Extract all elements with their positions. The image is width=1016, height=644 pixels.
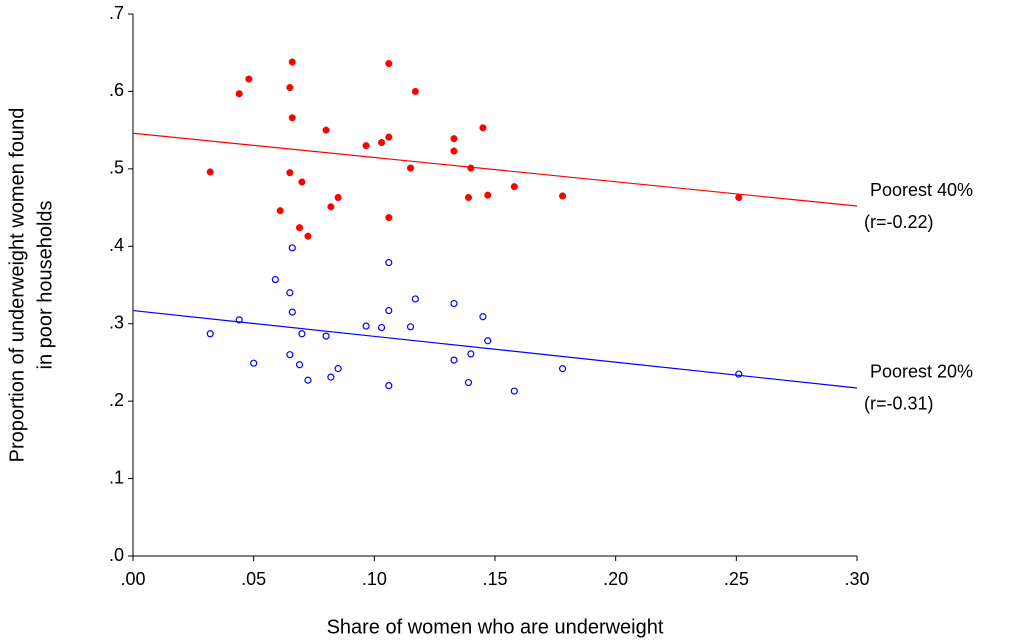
point [286,169,294,177]
y-tick-label: .2 [109,390,124,410]
point [286,84,294,92]
point [735,193,743,202]
point [362,322,370,330]
x-tick-label: .10 [362,569,387,589]
point [235,316,243,324]
point [510,183,518,191]
point [385,306,393,315]
point [385,60,393,68]
point [735,370,743,378]
y-tick-label: .4 [109,235,124,255]
point [406,323,415,331]
point [286,351,294,359]
x-tick-label: .30 [844,569,869,589]
point [385,382,393,390]
point [288,58,296,66]
point [484,337,492,345]
point [377,323,386,332]
annotation: Poorest 20% [870,362,973,382]
annotation: Poorest 40% [870,180,973,200]
y-tick-label: .5 [109,158,124,178]
point [479,313,487,321]
point [362,142,370,150]
y-axis-label: in poor households [34,200,56,369]
point [235,90,243,98]
point [510,387,518,395]
y-tick-label: .1 [109,467,124,487]
point [288,114,296,122]
point [450,356,458,364]
point [322,332,330,340]
point [378,138,386,147]
point [484,191,492,199]
point [295,224,304,232]
point [334,193,342,202]
y-tick-label: .0 [109,545,124,565]
point [479,124,487,132]
point [304,232,312,240]
y-axis-label: Proportion of underweight women found [6,108,28,463]
fit-line [132,132,858,207]
point [385,133,393,141]
point [467,164,475,172]
point [304,376,312,384]
x-axis-label: Share of women who are underweight [327,616,664,638]
point [271,275,279,284]
point [559,192,567,200]
point [385,214,393,222]
point [558,365,567,373]
x-tick-label: .15 [482,569,507,589]
point [450,299,458,308]
x-tick-label: .20 [603,569,628,589]
point [206,330,214,338]
point [464,193,473,202]
point [288,308,296,316]
y-tick-label: .7 [109,3,124,23]
point [295,361,304,369]
annotation: (r=-0.22) [864,212,934,232]
point [385,258,393,267]
point [250,359,258,367]
point [276,207,284,215]
point [467,350,475,358]
point [206,168,214,176]
point [450,135,458,143]
point [411,87,419,95]
point [327,203,335,211]
point [334,365,342,373]
point [327,373,335,381]
annotation: (r=-0.31) [864,394,934,414]
x-tick-label: .05 [241,569,266,589]
point [286,289,294,297]
point [298,330,306,338]
point [411,295,419,303]
point [464,378,473,387]
x-tick-label: .00 [120,569,145,589]
point [298,178,306,186]
point [450,147,458,155]
point [288,244,296,252]
point [406,164,415,172]
x-tick-label: .25 [724,569,749,589]
point [322,126,330,134]
y-tick-label: .3 [109,312,124,332]
y-tick-label: .6 [109,80,124,100]
point [245,75,253,83]
